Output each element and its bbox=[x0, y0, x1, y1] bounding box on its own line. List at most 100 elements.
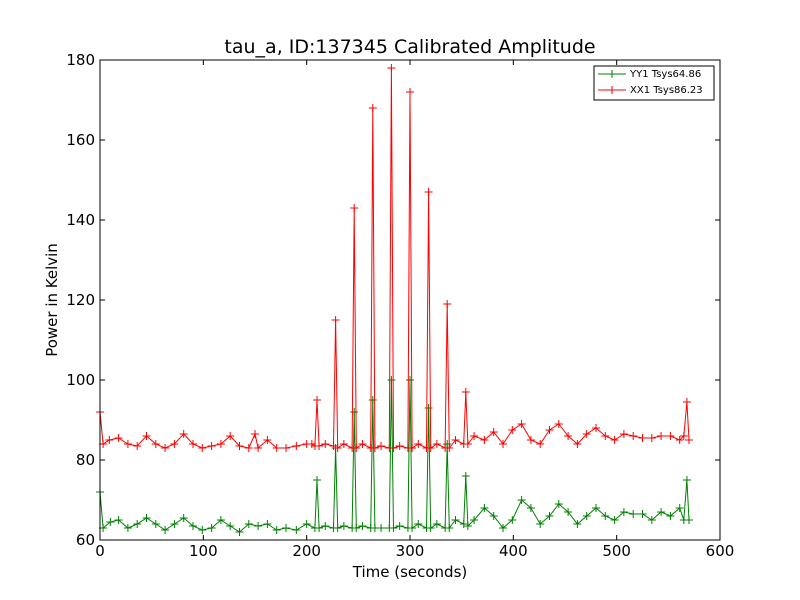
data-point-xx1 bbox=[395, 442, 404, 450]
data-point-xx1 bbox=[489, 428, 498, 436]
data-point-yy1 bbox=[333, 524, 342, 532]
data-point-yy1 bbox=[682, 476, 691, 484]
data-point-yy1 bbox=[443, 440, 452, 448]
data-point-yy1 bbox=[666, 512, 675, 520]
data-point-yy1 bbox=[406, 376, 414, 384]
data-point-xx1 bbox=[329, 442, 338, 450]
data-point-yy1 bbox=[461, 472, 470, 480]
data-point-xx1 bbox=[406, 88, 414, 96]
data-point-xx1 bbox=[647, 434, 656, 442]
x-tick-label: 600 bbox=[706, 542, 735, 560]
data-point-yy1 bbox=[517, 496, 526, 504]
data-point-xx1 bbox=[564, 432, 573, 440]
x-tick-label: 300 bbox=[396, 542, 425, 560]
data-point-xx1 bbox=[114, 434, 123, 442]
data-point-yy1 bbox=[263, 520, 272, 528]
data-point-xx1 bbox=[499, 440, 507, 448]
data-point-xx1 bbox=[408, 444, 417, 452]
data-point-yy1 bbox=[564, 508, 573, 516]
data-point-xx1 bbox=[272, 444, 281, 452]
data-point-yy1 bbox=[358, 522, 367, 530]
data-point-xx1 bbox=[414, 440, 423, 448]
data-point-xx1 bbox=[432, 440, 441, 448]
x-tick-label: 200 bbox=[292, 542, 321, 560]
data-point-yy1 bbox=[235, 528, 244, 536]
data-point-xx1 bbox=[536, 440, 545, 448]
data-point-xx1 bbox=[426, 444, 435, 452]
data-point-xx1 bbox=[592, 424, 600, 432]
data-point-xx1 bbox=[517, 420, 526, 428]
data-point-xx1 bbox=[368, 104, 377, 112]
data-point-yy1 bbox=[313, 476, 321, 484]
data-point-yy1 bbox=[123, 524, 132, 532]
data-point-xx1 bbox=[657, 432, 666, 440]
legend-label-xx1: XX1 Tsys86.23 bbox=[630, 85, 703, 96]
data-point-xx1 bbox=[331, 316, 340, 324]
data-point-yy1 bbox=[244, 520, 253, 528]
data-point-yy1 bbox=[592, 504, 600, 512]
data-point-yy1 bbox=[282, 524, 290, 532]
y-tick-label: 140 bbox=[66, 211, 95, 229]
data-point-yy1 bbox=[675, 504, 684, 512]
y-tick-label: 180 bbox=[66, 51, 95, 69]
data-point-yy1 bbox=[368, 396, 377, 404]
data-point-xx1 bbox=[389, 444, 398, 452]
data-point-xx1 bbox=[666, 432, 675, 440]
data-point-xx1 bbox=[370, 444, 379, 452]
y-tick-label: 60 bbox=[76, 531, 95, 549]
x-axis-label: Time (seconds) bbox=[352, 563, 468, 581]
data-point-yy1 bbox=[292, 526, 301, 534]
data-point-xx1 bbox=[685, 436, 693, 444]
data-point-xx1 bbox=[682, 398, 691, 406]
data-point-xx1 bbox=[638, 434, 647, 442]
data-point-yy1 bbox=[657, 508, 666, 516]
data-point-yy1 bbox=[601, 512, 610, 520]
data-point-xx1 bbox=[321, 440, 330, 448]
data-point-yy1 bbox=[198, 526, 207, 534]
chart-title: tau_a, ID:137345 Calibrated Amplitude bbox=[224, 36, 595, 58]
data-point-yy1 bbox=[536, 520, 545, 528]
data-point-xx1 bbox=[170, 440, 179, 448]
data-point-yy1 bbox=[459, 520, 468, 528]
data-point-xx1 bbox=[461, 388, 470, 396]
data-point-yy1 bbox=[170, 520, 179, 528]
data-point-xx1 bbox=[105, 436, 114, 444]
data-point-xx1 bbox=[443, 300, 452, 308]
data-point-xx1 bbox=[445, 444, 454, 452]
y-tick-label: 120 bbox=[66, 291, 95, 309]
data-point-yy1 bbox=[133, 520, 142, 528]
legend-marker-xx1 bbox=[608, 86, 616, 94]
data-point-yy1 bbox=[451, 516, 460, 524]
data-point-yy1 bbox=[582, 512, 591, 520]
legend: YY1 Tsys64.86 XX1 Tsys86.23 bbox=[593, 65, 715, 101]
data-point-xx1 bbox=[470, 432, 479, 440]
legend-marker-yy1 bbox=[608, 70, 616, 78]
data-point-yy1 bbox=[216, 516, 225, 524]
data-point-yy1 bbox=[302, 520, 311, 528]
x-tick-label: 500 bbox=[602, 542, 631, 560]
data-point-xx1 bbox=[282, 444, 290, 452]
data-point-yy1 bbox=[189, 522, 197, 530]
data-point-yy1 bbox=[350, 408, 359, 416]
data-point-yy1 bbox=[254, 522, 263, 530]
series-layer bbox=[96, 64, 693, 536]
data-point-yy1 bbox=[114, 516, 123, 524]
data-point-xx1 bbox=[207, 442, 216, 450]
data-point-xx1 bbox=[161, 444, 170, 452]
data-point-xx1 bbox=[333, 444, 342, 452]
data-point-yy1 bbox=[480, 504, 489, 512]
data-point-yy1 bbox=[629, 510, 638, 518]
y-tick-label: 100 bbox=[66, 371, 95, 389]
data-point-xx1 bbox=[463, 440, 472, 448]
data-point-yy1 bbox=[545, 512, 554, 520]
data-point-xx1 bbox=[142, 432, 151, 440]
x-tick-label: 0 bbox=[95, 542, 105, 560]
data-point-yy1 bbox=[408, 524, 417, 532]
data-point-xx1 bbox=[424, 188, 433, 196]
data-point-xx1 bbox=[629, 432, 638, 440]
data-point-xx1 bbox=[480, 436, 489, 444]
data-point-yy1 bbox=[179, 514, 188, 522]
data-point-xx1 bbox=[263, 436, 272, 444]
data-point-xx1 bbox=[573, 440, 582, 448]
